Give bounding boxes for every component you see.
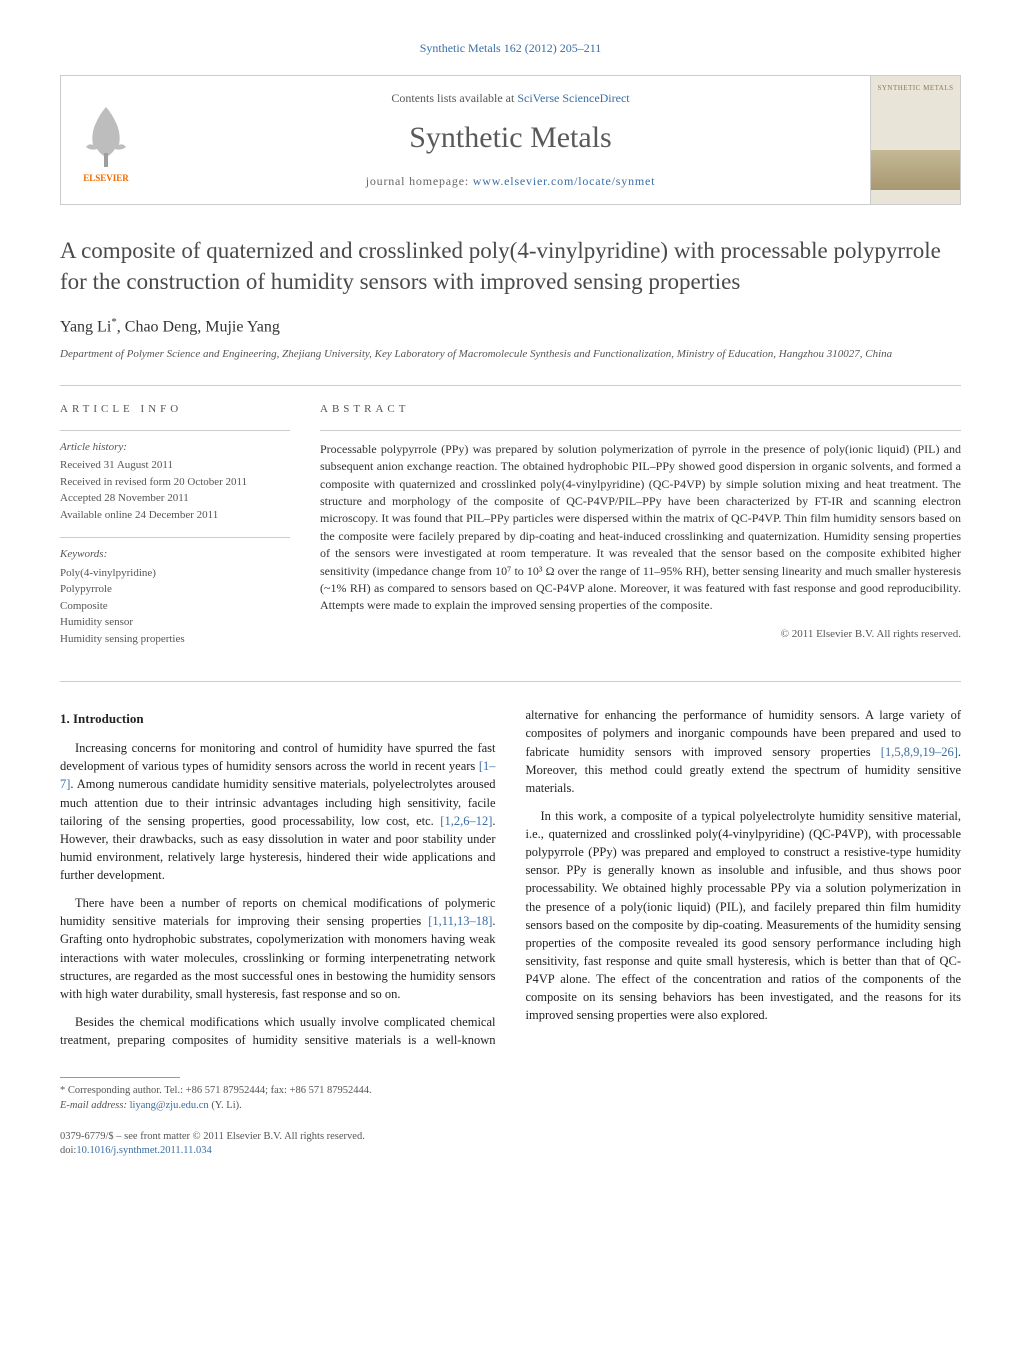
doi-line: doi:10.1016/j.synthmet.2011.11.034 (60, 1144, 961, 1159)
body-text: . Among numerous candidate humidity sens… (60, 777, 496, 827)
email-link[interactable]: liyang@zju.edu.cn (130, 1100, 209, 1111)
cover-label: SYNTHETIC METALS (871, 84, 960, 94)
history-heading: Article history: (60, 439, 290, 456)
front-matter-line: 0379-6779/$ – see front matter © 2011 El… (60, 1130, 961, 1145)
journal-header-box: ELSEVIER Contents lists available at Sci… (60, 75, 961, 205)
info-abstract-row: article info Article history: Received 3… (60, 385, 961, 661)
journal-homepage-link[interactable]: www.elsevier.com/locate/synmet (473, 174, 656, 188)
keyword: Poly(4-vinylpyridine) (60, 565, 290, 582)
footnotes: * Corresponding author. Tel.: +86 571 87… (60, 1077, 465, 1113)
history-accepted: Accepted 28 November 2011 (60, 490, 290, 507)
citation-link[interactable]: [1,11,13–18] (428, 914, 492, 928)
article-body: 1. Introduction Increasing concerns for … (60, 706, 961, 1049)
author-1: Yang Li (60, 318, 111, 335)
author-3: Mujie Yang (205, 318, 280, 335)
body-paragraph: Increasing concerns for monitoring and c… (60, 739, 496, 884)
sciencedirect-link[interactable]: SciVerse ScienceDirect (517, 91, 629, 105)
citation-link[interactable]: [1,5,8,9,19–26] (881, 745, 958, 759)
journal-name: Synthetic Metals (409, 117, 611, 159)
journal-homepage-line: journal homepage: www.elsevier.com/locat… (366, 173, 656, 190)
article-history-block: Article history: Received 31 August 2011… (60, 430, 290, 524)
doi-label: doi: (60, 1145, 76, 1156)
keyword: Composite (60, 598, 290, 615)
body-text: Increasing concerns for monitoring and c… (60, 741, 496, 773)
journal-citation: Synthetic Metals 162 (2012) 205–211 (60, 40, 961, 57)
article-info-column: article info Article history: Received 3… (60, 402, 290, 661)
contents-prefix: Contents lists available at (391, 91, 517, 105)
svg-text:ELSEVIER: ELSEVIER (83, 173, 129, 183)
keyword: Polypyrrole (60, 581, 290, 598)
abstract-text: Processable polypyrrole (PPy) was prepar… (320, 430, 961, 615)
abstract-column: abstract Processable polypyrrole (PPy) w… (320, 402, 961, 661)
contents-available-line: Contents lists available at SciVerse Sci… (391, 90, 629, 107)
keyword: Humidity sensing properties (60, 631, 290, 648)
affiliation: Department of Polymer Science and Engine… (60, 347, 961, 362)
body-text: In this work, a composite of a typical p… (526, 809, 962, 1022)
divider (60, 681, 961, 682)
author-sep: , (117, 318, 125, 335)
header-center: Contents lists available at SciVerse Sci… (151, 76, 870, 204)
author-2: Chao Deng (125, 318, 197, 335)
history-revised: Received in revised form 20 October 2011 (60, 474, 290, 491)
publisher-logo: ELSEVIER (61, 76, 151, 204)
body-paragraph: There have been a number of reports on c… (60, 894, 496, 1003)
journal-cover-thumbnail: SYNTHETIC METALS (870, 76, 960, 204)
keywords-block: Keywords: Poly(4-vinylpyridine) Polypyrr… (60, 537, 290, 647)
history-received: Received 31 August 2011 (60, 457, 290, 474)
cover-band-icon (871, 150, 960, 190)
corresponding-author-footnote: * Corresponding author. Tel.: +86 571 87… (60, 1084, 465, 1099)
body-paragraph: In this work, a composite of a typical p… (526, 807, 962, 1025)
email-label: E-mail address: (60, 1100, 130, 1111)
email-tail: (Y. Li). (209, 1100, 242, 1111)
footnote-rule (60, 1077, 180, 1078)
keywords-heading: Keywords: (60, 546, 290, 563)
homepage-prefix: journal homepage: (366, 174, 473, 188)
section-heading-introduction: 1. Introduction (60, 710, 496, 729)
abstract-copyright: © 2011 Elsevier B.V. All rights reserved… (320, 627, 961, 642)
article-info-heading: article info (60, 402, 290, 417)
email-footnote: E-mail address: liyang@zju.edu.cn (Y. Li… (60, 1099, 465, 1114)
citation-link[interactable]: [1,2,6–12] (440, 814, 492, 828)
doi-link[interactable]: 10.1016/j.synthmet.2011.11.034 (76, 1145, 211, 1156)
article-title: A composite of quaternized and crosslink… (60, 235, 961, 297)
abstract-heading: abstract (320, 402, 961, 417)
keyword: Humidity sensor (60, 614, 290, 631)
history-online: Available online 24 December 2011 (60, 507, 290, 524)
elsevier-tree-icon: ELSEVIER (71, 95, 141, 185)
publication-metadata: 0379-6779/$ – see front matter © 2011 El… (60, 1130, 961, 1159)
authors-line: Yang Li*, Chao Deng, Mujie Yang (60, 315, 961, 339)
